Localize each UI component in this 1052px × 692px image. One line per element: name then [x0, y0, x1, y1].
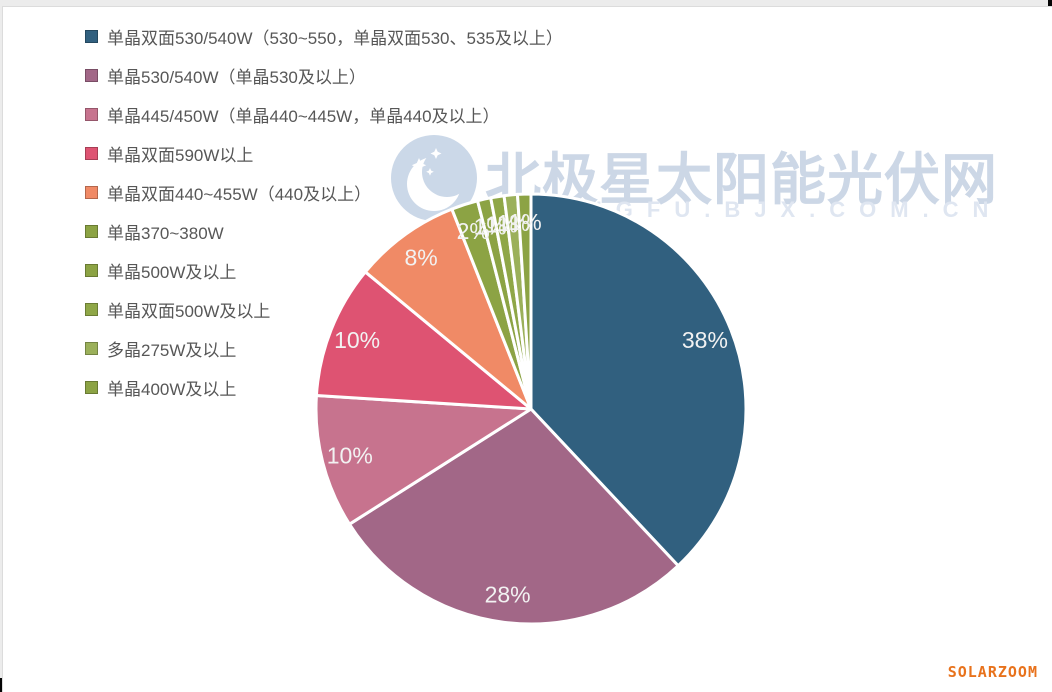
- pie-slice: [347, 407, 680, 626]
- slice-percent-label: 8%: [404, 245, 437, 271]
- legend-item: 单晶530/540W（单晶530及以上）: [85, 56, 563, 95]
- legend-item: 单晶400W及以上: [85, 368, 563, 407]
- slice-percent-label: 38%: [682, 327, 728, 353]
- legend-swatch: [85, 342, 98, 355]
- legend-swatch: [85, 381, 98, 394]
- legend-item: 多晶275W及以上: [85, 329, 563, 368]
- legend-swatch: [85, 108, 98, 121]
- legend-item: 单晶双面440~455W（440及以上）: [85, 173, 563, 212]
- legend-swatch: [85, 30, 98, 43]
- legend-label: 单晶530/540W（单晶530及以上）: [107, 68, 366, 87]
- slice-percent-label: 28%: [485, 582, 531, 608]
- slice-percent-label: 2%: [457, 218, 490, 244]
- pie-slice: [516, 192, 533, 411]
- legend-label: 多晶275W及以上: [107, 341, 237, 360]
- legend-item: 单晶双面500W及以上: [85, 290, 563, 329]
- pie-slice: [529, 192, 748, 568]
- legend-label: 单晶双面590W以上: [107, 146, 254, 165]
- legend-swatch: [85, 264, 98, 277]
- slice-percent-label: 10%: [327, 443, 373, 469]
- pie-chart: 38% 28% 10% 10% 8% 2% 1% 1% 1% 1%: [306, 184, 756, 634]
- legend-label: 单晶双面440~455W（440及以上）: [107, 185, 372, 204]
- slice-percent-label: 1%: [497, 210, 530, 236]
- slice-percent-label: 1%: [485, 211, 518, 237]
- legend-swatch: [85, 303, 98, 316]
- legend-item: 单晶500W及以上: [85, 251, 563, 290]
- legend-item: 单晶370~380W: [85, 212, 563, 251]
- legend-item: 单晶445/450W（单晶440~445W，单晶440及以上）: [85, 95, 563, 134]
- legend-label: 单晶双面500W及以上: [107, 302, 271, 321]
- legend-label: 单晶400W及以上: [107, 380, 237, 399]
- legend-swatch: [85, 186, 98, 199]
- slice-percent-label: 1%: [474, 214, 507, 240]
- legend-swatch: [85, 69, 98, 82]
- legend-swatch: [85, 147, 98, 160]
- brand-label: SOLARZOOM: [947, 663, 1038, 681]
- slice-percent-label: 1%: [508, 209, 541, 235]
- chart-canvas: 北极星太阳能光伏网 GUANGFU.BJX.COM.CN 38% 28% 10% 10…: [2, 6, 1052, 692]
- legend-item: 单晶双面530/540W（530~550，单晶双面530、535及以上）: [85, 17, 563, 56]
- legend-item: 单晶双面590W以上: [85, 134, 563, 173]
- legend-label: 单晶500W及以上: [107, 263, 237, 282]
- legend: 单晶双面530/540W（530~550，单晶双面530、535及以上） 单晶53…: [85, 17, 563, 407]
- legend-label: 单晶445/450W（单晶440~445W，单晶440及以上）: [107, 107, 500, 126]
- legend-label: 单晶370~380W: [107, 224, 224, 243]
- legend-swatch: [85, 225, 98, 238]
- pie-slice: [314, 394, 533, 526]
- legend-label: 单晶双面530/540W（530~550，单晶双面530、535及以上）: [107, 29, 563, 48]
- slice-percent-label: 10%: [334, 327, 380, 353]
- pie-slice: [314, 270, 533, 411]
